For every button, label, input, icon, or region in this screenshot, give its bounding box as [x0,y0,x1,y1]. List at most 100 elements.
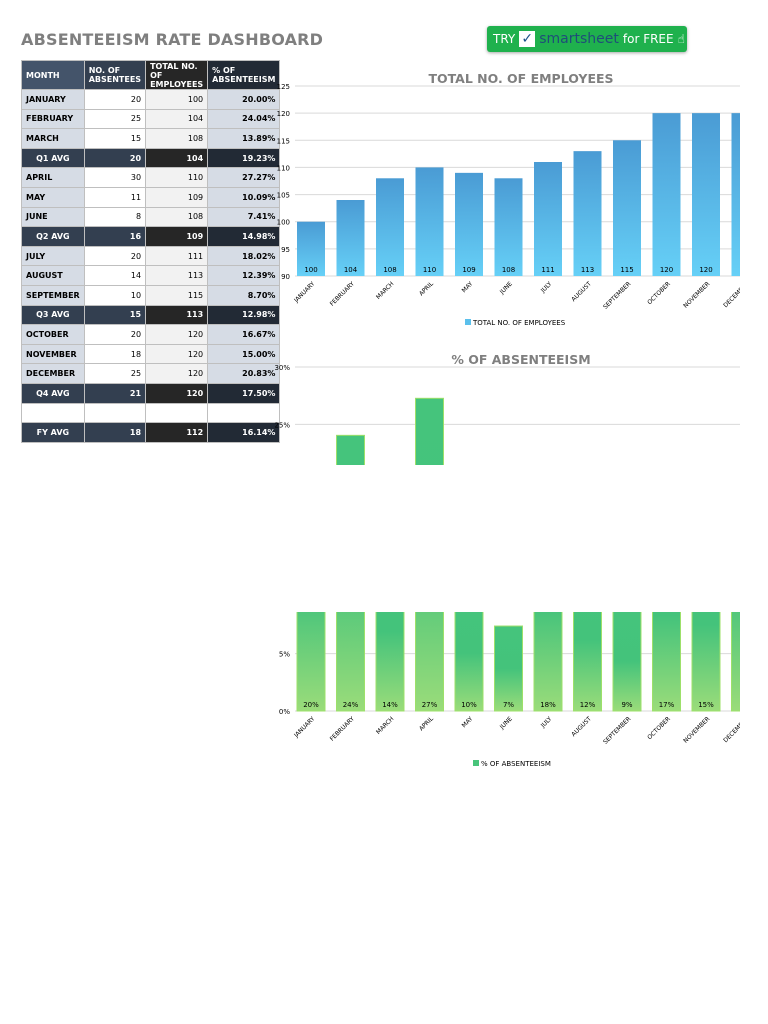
data-label: 24% [343,701,359,709]
bar [731,113,740,277]
y-tick-label: 95 [281,246,290,254]
data-label: 120 [699,266,712,274]
data-label: 7% [503,701,514,709]
absentees-cell: 20 [83,89,147,110]
x-tick-label: DECEMBER [722,280,751,309]
absentees-cell: 15 [83,128,147,149]
x-tick-label: OCTOBER [646,715,672,741]
absentees-cell: 20 [83,324,147,345]
percent-cell [207,402,281,424]
percent-cell: 18.02% [207,245,281,267]
x-tick-label: APRIL [418,280,435,297]
chart-title: TOTAL NO. OF EMPLOYEES [428,71,613,86]
data-label: 113 [581,266,594,274]
x-tick-label: FEBRUARY [329,280,356,307]
data-label: 9% [621,701,632,709]
month-cell: JUNE [21,206,85,228]
percent-cell: 16.14% [207,422,281,443]
employees-cell: 111 [145,245,209,267]
month-cell: MARCH [21,128,85,149]
month-cell: Q3 AVG [21,304,85,326]
absentees-cell: 21 [83,382,147,404]
bar [692,113,720,277]
summary-row: Q1 AVG 20 104 19.23% [21,147,281,169]
page-title: ABSENTEEISM RATE DASHBOARD [21,30,324,49]
y-tick-label: 105 [277,192,290,200]
x-tick-label: JANUARY [292,715,316,739]
bar [376,178,404,276]
x-tick-label: AUGUST [570,715,593,738]
x-tick-label: JUNE [498,280,514,296]
data-label: 10% [461,701,477,709]
bar [415,167,444,276]
hand-cursor-icon: ☝ [677,32,685,46]
employees-cell: 113 [145,304,209,326]
percent-cell: 24.04% [207,108,281,130]
month-cell: JANUARY [21,89,85,110]
x-tick-label: MARCH [375,715,395,735]
data-label: 20% [303,701,319,709]
x-tick-label: JANUARY [292,280,316,304]
x-tick-label: DECEMBER [722,715,751,744]
data-label: 108 [502,266,515,274]
month-cell: Q4 AVG [21,382,85,404]
data-label: 108 [383,266,396,274]
month-cell: AUGUST [21,265,85,286]
table-row: APRIL 30 110 27.27% [21,167,281,188]
employees-cell: 120 [145,343,209,365]
percent-cell: 7.41% [207,206,281,228]
percent-cell: 8.70% [207,284,281,306]
summary-row: Q2 AVG 16 109 14.98% [21,226,281,247]
table-row: JULY 20 111 18.02% [21,245,281,267]
data-label: 15% [698,701,714,709]
month-cell: NOVEMBER [21,343,85,365]
data-label: 18% [540,701,556,709]
cta-try: TRY [493,32,516,46]
percent-cell: 20.83% [207,363,281,384]
percent-cell: 20.00% [207,89,281,110]
employees-cell: 112 [145,422,209,443]
x-tick-label: MARCH [375,280,395,300]
data-label: 27% [422,701,438,709]
absentees-cell: 8 [83,206,147,228]
employees-cell: 120 [145,363,209,384]
try-smartsheet-button[interactable]: TRY ✓ smartsheet for FREE ☝ [487,26,687,52]
month-cell: APRIL [21,167,85,188]
table-row: JANUARY 20 100 20.00% [21,89,281,110]
bar [494,178,523,276]
summary-row: FY AVG 18 112 16.14% [21,422,281,443]
cta-brand: smartsheet [539,31,619,47]
bar [612,610,642,712]
x-tick-label: MAY [461,715,475,729]
x-tick-label: AUGUST [570,280,593,303]
data-label: 104 [344,266,358,274]
employees-cell: 100 [145,89,209,110]
y-tick-label: 115 [277,137,290,145]
absentees-cell: 25 [83,108,147,130]
x-tick-label: SEPTEMBER [602,280,632,310]
absentees-cell [83,402,147,424]
percent-cell: 12.39% [207,265,281,286]
data-label: 109 [462,266,475,274]
legend-label: TOTAL NO. OF EMPLOYEES [472,319,566,327]
y-tick-label: 125 [277,83,290,91]
bar [573,151,602,276]
data-label: 17% [659,701,675,709]
table-row: FEBRUARY 25 104 24.04% [21,108,281,130]
bar [613,140,641,276]
y-tick-label: 90 [281,273,290,281]
x-tick-label: JUNE [498,715,514,731]
bar [336,200,365,276]
table-row: DECEMBER 25 120 20.83% [21,363,281,384]
absentees-cell: 20 [83,147,147,169]
bar [454,594,484,712]
legend-label: % OF ABSENTEEISM [481,760,551,768]
header-employees: TOTAL NO. OF EMPLOYEES [145,60,209,90]
data-label: 111 [541,266,554,274]
table-row: JUNE 8 108 7.41% [21,206,281,228]
percent-cell: 15.00% [207,343,281,365]
employees-cell: 104 [145,147,209,169]
x-tick-label: OCTOBER [646,280,672,306]
month-cell: OCTOBER [21,324,85,345]
percent-cell: 19.23% [207,147,281,169]
